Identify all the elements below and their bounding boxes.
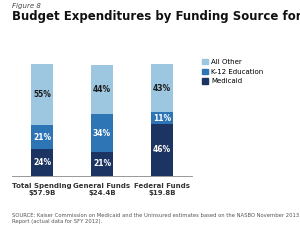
Text: 46%: 46% (153, 145, 171, 154)
Bar (31, 64, 53, 125)
Text: Budget Expenditures by Funding Source for Ohio, SFY 2012: Budget Expenditures by Funding Source fo… (12, 10, 300, 23)
Bar (91, 65, 113, 114)
Text: 21%: 21% (93, 159, 111, 168)
Bar (31, 149, 53, 176)
Bar (151, 112, 173, 124)
Bar (151, 64, 173, 112)
Text: 21%: 21% (33, 133, 51, 142)
Text: 24%: 24% (33, 158, 51, 167)
Legend: All Other, K-12 Education, Medicaid: All Other, K-12 Education, Medicaid (199, 56, 266, 87)
Bar (31, 125, 53, 149)
Text: 55%: 55% (33, 90, 51, 99)
Bar (151, 124, 173, 176)
Text: SOURCE: Kaiser Commission on Medicaid and the Uninsured estimates based on the N: SOURCE: Kaiser Commission on Medicaid an… (12, 213, 300, 224)
Text: Figure 8: Figure 8 (12, 3, 41, 9)
Text: 11%: 11% (153, 114, 171, 123)
Text: 43%: 43% (153, 83, 171, 92)
Text: 34%: 34% (93, 129, 111, 138)
Text: 44%: 44% (93, 85, 111, 94)
Bar (91, 152, 113, 176)
Bar (91, 114, 113, 152)
